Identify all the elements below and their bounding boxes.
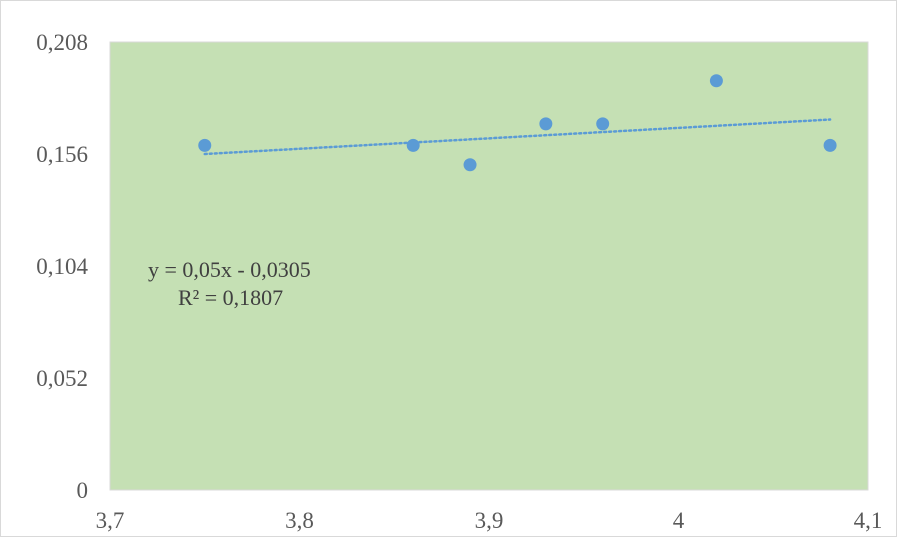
y-tick-label: 0 <box>77 478 89 503</box>
trendline-equation: y = 0,05x - 0,0305 <box>148 257 311 282</box>
data-point <box>539 117 553 131</box>
y-tick-label: 0,156 <box>36 142 88 167</box>
data-points-layer <box>198 74 837 172</box>
y-tick-label: 0,208 <box>36 30 88 55</box>
x-axis-tick-labels: 3,7 3,8 3,9 4 4,1 <box>96 508 883 533</box>
x-tick-label: 3,9 <box>475 508 504 533</box>
x-tick-label: 4 <box>673 508 685 533</box>
x-tick-label: 4,1 <box>854 508 883 533</box>
y-tick-label: 0,104 <box>36 254 88 279</box>
data-point <box>198 138 212 152</box>
data-point <box>406 138 420 152</box>
data-point <box>596 117 610 131</box>
trendline-layer <box>203 118 832 156</box>
y-axis-tick-labels: 0 0,052 0,104 0,156 0,208 <box>36 30 88 503</box>
linear-trendline <box>203 118 832 156</box>
trendline-r-squared: R² = 0,1807 <box>178 285 283 310</box>
data-point <box>709 74 723 88</box>
x-tick-label: 3,8 <box>285 508 314 533</box>
plot-area <box>109 41 869 491</box>
data-point <box>463 158 477 172</box>
x-tick-label: 3,7 <box>96 508 125 533</box>
y-tick-label: 0,052 <box>36 366 88 391</box>
data-point <box>823 138 837 152</box>
